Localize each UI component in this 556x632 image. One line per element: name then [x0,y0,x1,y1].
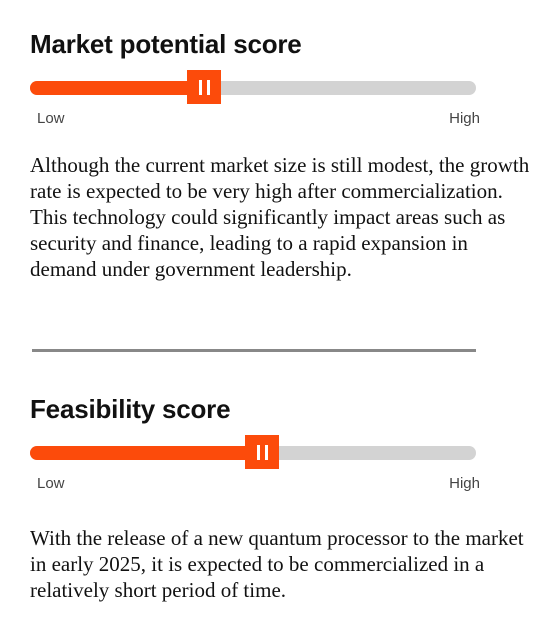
slider-thumb[interactable] [245,435,279,469]
scale-low-label: Low [37,110,65,127]
market-potential-description: Although the current market size is stil… [30,153,530,281]
feasibility-slider[interactable] [30,435,476,471]
grip-icon-bar [256,444,260,460]
section-divider [32,349,476,352]
feasibility-description: With the release of a new quantum proces… [30,526,524,602]
grip-icon-bar [206,79,210,95]
scale-high-label: High [449,475,480,492]
grip-icon-bar [198,79,202,95]
feasibility-section: Feasibility score Low High With the rele… [30,393,530,603]
scale-high-label: High [449,110,480,127]
feasibility-title: Feasibility score [30,394,231,424]
slider-fill [30,81,204,95]
slider-thumb[interactable] [187,70,221,104]
grip-icon-bar [264,444,268,460]
market-potential-section: Market potential score Low High Although… [30,28,530,282]
scale-low-label: Low [37,475,65,492]
market-potential-slider[interactable] [30,70,476,106]
market-potential-title: Market potential score [30,29,302,59]
market-potential-scale: Low High [30,110,480,130]
slider-fill [30,446,262,460]
feasibility-scale: Low High [30,475,480,495]
